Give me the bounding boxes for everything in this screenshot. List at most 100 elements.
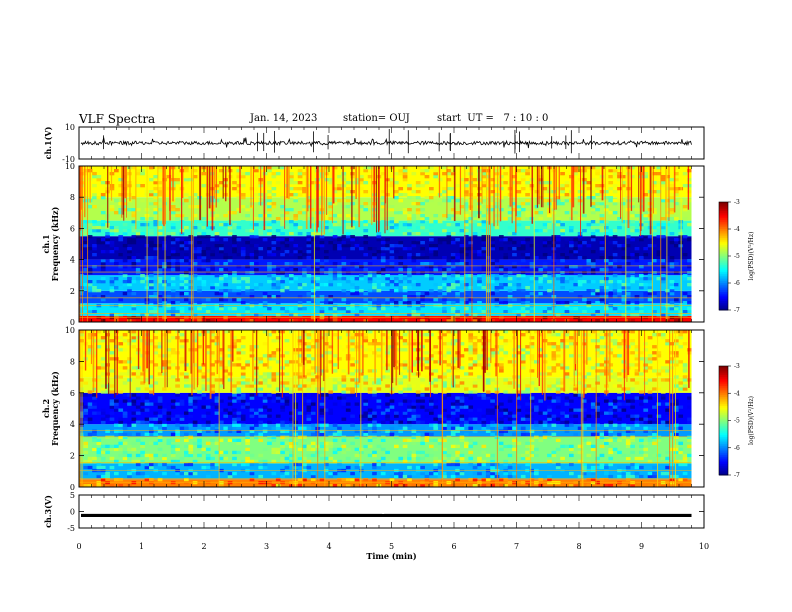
spectrum-cell <box>415 238 421 242</box>
colorbar-tick-label: -4 <box>734 226 740 233</box>
spectrum-cell <box>411 429 417 433</box>
spectrum-cell <box>306 345 312 349</box>
spectrum-cell <box>205 465 211 470</box>
spectrum-cell <box>564 181 570 185</box>
spectrum-cell <box>341 193 347 197</box>
spectrum-cell <box>464 405 469 409</box>
spectrum-cell <box>582 214 587 218</box>
spectrum-cell <box>87 351 93 355</box>
colorbar-cell <box>719 238 728 241</box>
spectrum-cell <box>350 247 355 251</box>
spectrum-cell <box>170 226 176 230</box>
spectrum-cell <box>100 477 106 482</box>
spectrum-cell <box>394 483 399 488</box>
spectrum-cell <box>210 286 215 290</box>
spectrum-cell <box>656 247 662 251</box>
spectrum-cell <box>586 268 592 272</box>
spectrum-cell <box>280 456 285 461</box>
start-time-label: start UT = 7 : 10 : 0 <box>437 113 549 124</box>
spectrum-cell <box>332 354 338 358</box>
spectrum-cell <box>477 354 482 358</box>
spectrum-cell <box>359 483 364 488</box>
spectrum-cell <box>149 310 154 314</box>
spectrum-cell <box>660 277 666 281</box>
spectrum-cell <box>310 393 316 397</box>
spectrum-cell <box>542 292 548 296</box>
spectrum-cell <box>184 199 189 203</box>
spectrum-cell <box>114 423 119 427</box>
spectrum-cell <box>109 199 115 203</box>
spectrum-cell <box>573 238 579 242</box>
colorbar-cell <box>719 292 728 295</box>
spectrum-cell <box>284 229 290 233</box>
spectrum-cell <box>394 181 399 185</box>
spectrum-cell <box>197 339 202 343</box>
spectrum-cell <box>341 244 347 248</box>
spectrum-cell <box>534 387 539 391</box>
spectrum-cell <box>205 345 211 349</box>
sferic-streak <box>321 166 324 221</box>
spectrum-cell <box>267 268 272 272</box>
spectrum-cell <box>437 462 443 467</box>
spectrum-cell <box>328 471 334 476</box>
spectrum-cell <box>477 456 482 461</box>
spectrum-cell <box>367 289 373 293</box>
spectrum-cell <box>345 483 351 488</box>
spectrum-cell <box>262 354 268 358</box>
spectrum-cell <box>192 399 198 403</box>
colorbar-cell <box>719 212 728 216</box>
spectrum-cell <box>367 271 373 275</box>
spectrum-cell <box>415 465 421 470</box>
spectrum-cell <box>127 369 132 373</box>
spectrum-cell <box>267 208 272 212</box>
spectrum-cell <box>604 307 609 311</box>
spectrum-cell <box>79 411 84 415</box>
spectrum-cell <box>350 378 355 382</box>
spectrum-cell <box>184 411 189 415</box>
spectrum-cell <box>520 384 526 388</box>
spectrum-cell <box>345 190 351 194</box>
spectrum-cell <box>201 378 207 382</box>
spectrum-cell <box>437 220 443 224</box>
spectrum-cell <box>586 223 592 227</box>
spectrum-cell <box>424 199 430 203</box>
sferic-streak <box>469 166 472 210</box>
spectrum-cell <box>240 459 246 464</box>
spectrum-cell <box>625 256 631 260</box>
spectrum-cell <box>674 178 679 182</box>
spectrum-cell <box>319 372 325 376</box>
spectrum-cell <box>284 339 290 343</box>
spectrum-cell <box>87 280 93 284</box>
spectrum-cell <box>363 190 369 194</box>
spectrum-cell <box>341 241 347 245</box>
spectrum-cell <box>520 453 526 458</box>
spectrum-cell <box>227 360 233 364</box>
spectrum-cell <box>324 441 329 446</box>
spectrum-cell <box>236 390 242 394</box>
spectrum-cell <box>424 175 430 179</box>
spectrum-cell <box>227 345 233 349</box>
spectrum-cell <box>236 313 242 317</box>
spectrum-cell <box>442 330 447 334</box>
spectrum-cell <box>175 253 180 257</box>
spectrum-cell <box>538 420 544 424</box>
spectrum-cell <box>468 241 474 245</box>
spectrum-cell <box>354 262 360 266</box>
spectrum-cell <box>284 226 290 230</box>
spectrum-cell <box>192 333 198 337</box>
spectrum-cell <box>109 444 115 449</box>
spectrum-cell <box>621 310 627 314</box>
spectrum-cell <box>122 223 128 227</box>
spectrum-cell <box>232 390 237 394</box>
spectrum-cell <box>560 184 565 188</box>
spectrum-cell <box>674 175 679 179</box>
spectrum-cell <box>420 226 425 230</box>
spectrum-cell <box>232 181 237 185</box>
spectrum-cell <box>201 256 207 260</box>
spectrum-cell <box>341 402 347 406</box>
spectrum-cell <box>254 268 259 272</box>
spectrum-cell <box>472 277 478 281</box>
spectrum-cell <box>538 477 544 482</box>
spectrum-cell <box>328 202 334 206</box>
spectrum-cell <box>328 429 334 433</box>
